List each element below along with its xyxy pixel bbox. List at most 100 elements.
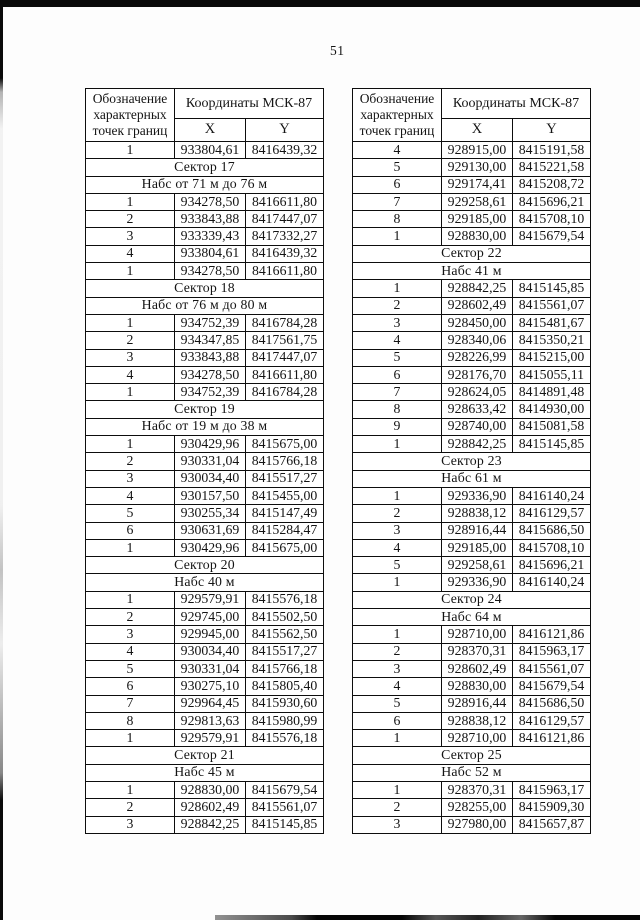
section-row: Набс 40 м: [85, 573, 324, 592]
x-coordinate-cell: 929813,63: [174, 711, 246, 731]
x-coordinate-cell: 930331,04: [174, 659, 246, 679]
y-coordinate-cell: 8415145,85: [245, 815, 324, 834]
y-coordinate-cell: 8415657,87: [512, 815, 591, 834]
section-label: Набс 64 м: [352, 608, 591, 627]
x-coordinate-cell: 928176,70: [441, 365, 513, 385]
point-number-cell: 5: [85, 504, 175, 523]
point-number-cell: 6: [85, 677, 175, 696]
section-row: Сектор 23: [352, 452, 591, 471]
point-row: 1 934752,39 8416784,28: [85, 383, 324, 402]
point-number-cell: 5: [352, 694, 442, 713]
point-row: 2 933843,88 8417447,07: [85, 210, 324, 229]
scan-artifact-top-bar: [0, 0, 640, 7]
point-number-cell: 1: [352, 435, 442, 454]
x-coordinate-cell: 933843,88: [174, 210, 246, 229]
x-coordinate-cell: 928916,44: [441, 521, 513, 540]
y-coordinate-cell: 8415679,54: [512, 227, 591, 246]
section-label: Сектор 20: [85, 556, 324, 575]
x-coordinate-cell: 929336,90: [441, 573, 513, 592]
y-coordinate-cell: 8415686,50: [512, 694, 591, 713]
point-row: 5 930255,34 8415147,49: [85, 504, 324, 523]
x-coordinate-cell: 930034,40: [174, 642, 246, 661]
point-row: 1 928710,00 8416121,86: [352, 729, 591, 748]
y-coordinate-cell: 8415147,49: [245, 504, 324, 523]
section-label: Набс 45 м: [85, 763, 324, 782]
x-coordinate-cell: 928340,06: [441, 331, 513, 350]
point-row: 1 933804,61 8416439,32: [85, 140, 324, 160]
page-number: 51: [330, 43, 345, 58]
y-coordinate-cell: 8415208,72: [512, 175, 591, 194]
x-coordinate-cell: 934752,39: [174, 313, 246, 333]
header-row-main: Обозначение характерных точек границ Коо…: [85, 88, 324, 142]
x-coordinate-cell: 929258,61: [441, 192, 513, 212]
point-row: 3 929945,00 8415562,50: [85, 625, 324, 644]
x-coordinate-cell: 933804,61: [174, 244, 246, 264]
y-coordinate-cell: 8416121,86: [512, 729, 591, 748]
point-row: 1 934278,50 8416611,80: [85, 262, 324, 281]
x-coordinate-cell: 928916,44: [441, 694, 513, 713]
table-body: 1 933804,61 8416439,32 Сектор 17 Набс от 71 …: [85, 140, 324, 834]
point-row: 1 928830,00 8415679,54: [352, 227, 591, 246]
x-coordinate-cell: 928842,25: [441, 279, 513, 298]
point-row: 7 928624,05 8414891,48: [352, 383, 591, 402]
point-row: 6 929174,41 8415208,72: [352, 175, 591, 194]
section-label: Набс 41 м: [352, 262, 591, 281]
section-row: Сектор 25: [352, 746, 591, 765]
point-number-cell: 2: [352, 504, 442, 523]
x-coordinate-cell: 933339,43: [174, 227, 246, 246]
x-coordinate-cell: 928830,00: [441, 677, 513, 696]
section-row: Сектор 18: [85, 279, 324, 298]
point-number-cell: 2: [352, 642, 442, 661]
point-number-cell: 6: [352, 365, 442, 385]
scan-artifact-left-bar: [0, 0, 3, 920]
coordinates-table-left: Обозначение характерных точек границ Коо…: [85, 88, 324, 834]
point-number-cell: 5: [352, 158, 442, 177]
section-label: Набс 52 м: [352, 763, 591, 782]
point-number-cell: 1: [352, 780, 442, 800]
point-row: 2 928602,49 8415561,07: [352, 296, 591, 315]
y-coordinate-cell: 8415766,18: [245, 659, 324, 679]
point-number-cell: 5: [352, 348, 442, 367]
x-column-header: X: [441, 118, 513, 142]
point-row: 4 930034,40 8415517,27: [85, 642, 324, 661]
x-coordinate-cell: 928740,00: [441, 417, 513, 437]
point-number-cell: 5: [352, 556, 442, 575]
point-number-cell: 2: [85, 798, 175, 817]
point-number-cell: 1: [85, 780, 175, 800]
x-coordinate-cell: 929945,00: [174, 625, 246, 644]
x-coordinate-cell: 928602,49: [441, 296, 513, 315]
y-coordinate-cell: 8415221,58: [512, 158, 591, 177]
y-coordinate-cell: 8417332,27: [245, 227, 324, 246]
point-number-cell: 1: [85, 435, 175, 454]
x-coordinate-cell: 929185,00: [441, 538, 513, 558]
section-label: Сектор 25: [352, 746, 591, 765]
y-coordinate-cell: 8415561,07: [512, 659, 591, 679]
point-number-cell: 4: [352, 677, 442, 696]
x-coordinate-cell: 930631,69: [174, 521, 246, 540]
point-number-cell: 1: [352, 625, 442, 644]
point-number-cell: 8: [352, 400, 442, 419]
point-number-cell: 6: [352, 711, 442, 731]
point-number-cell: 4: [85, 244, 175, 264]
y-coordinate-cell: 8415145,85: [512, 435, 591, 454]
point-row: 2 928370,31 8415963,17: [352, 642, 591, 661]
section-label: Сектор 22: [352, 244, 591, 264]
point-number-cell: 4: [352, 538, 442, 558]
x-coordinate-cell: 928602,49: [174, 798, 246, 817]
point-row: 5 929258,61 8415696,21: [352, 556, 591, 575]
section-row: Набс 61 м: [352, 469, 591, 488]
point-number-cell: 2: [85, 331, 175, 350]
point-number-cell: 1: [85, 729, 175, 748]
point-number-cell: 3: [85, 815, 175, 834]
point-number-cell: 1: [352, 486, 442, 506]
point-row: 4 930157,50 8415455,00: [85, 486, 324, 506]
y-coordinate-cell: 8416611,80: [245, 192, 324, 212]
x-coordinate-cell: 929336,90: [441, 486, 513, 506]
y-coordinate-cell: 8415679,54: [512, 677, 591, 696]
point-number-cell: 4: [352, 331, 442, 350]
point-number-cell: 1: [85, 192, 175, 212]
point-row: 2 928602,49 8415561,07: [85, 798, 324, 817]
y-column-header: Y: [245, 118, 324, 142]
y-coordinate-cell: 8415696,21: [512, 556, 591, 575]
y-coordinate-cell: 8415350,21: [512, 331, 591, 350]
